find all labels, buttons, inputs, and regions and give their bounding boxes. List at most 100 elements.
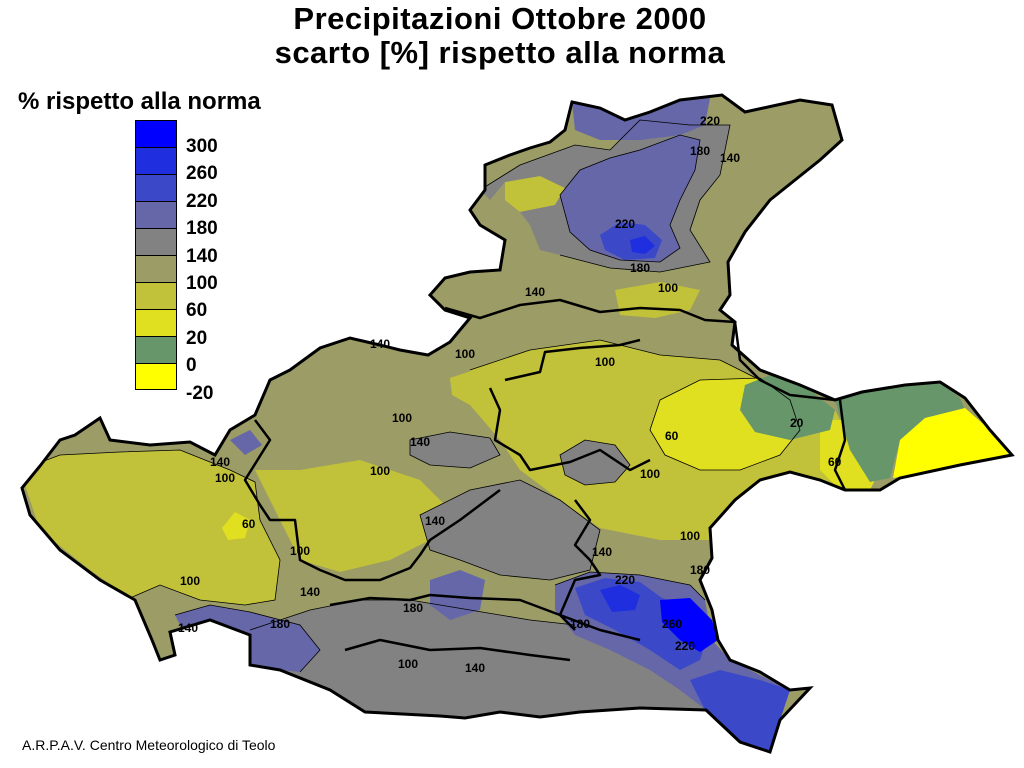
boundary-verona-vicenza	[243, 419, 501, 582]
legend-swatch	[135, 120, 177, 147]
contour-label: 100	[290, 544, 310, 558]
zone-260-north	[630, 236, 655, 254]
contour-label: 140	[720, 151, 740, 165]
contour-line	[419, 479, 601, 581]
contour-line	[469, 339, 761, 381]
credit-text: A.R.P.A.V. Centro Meteorologico di Teolo	[22, 737, 276, 753]
contour-label: 100	[398, 657, 418, 671]
zone-180-center	[430, 570, 485, 620]
contour-line	[554, 571, 706, 601]
contour-label: 180	[403, 601, 423, 615]
contour-label: 220	[615, 573, 635, 587]
contour-label: 100	[215, 471, 235, 485]
contour-label: 140	[425, 514, 445, 528]
contour-label: 180	[690, 144, 710, 158]
legend-label: 100	[186, 272, 218, 294]
contour-label: 140	[370, 337, 390, 351]
legend-swatch	[135, 336, 177, 363]
legend-label: 300	[186, 136, 218, 157]
zone-center-60-100	[255, 460, 450, 572]
zone-0-20-northeast	[835, 382, 965, 482]
contour-label: 180	[690, 563, 710, 577]
legend-swatch	[135, 363, 177, 390]
contour-label: 220	[615, 217, 635, 231]
legend-swatch	[135, 174, 177, 201]
contour-line	[409, 431, 501, 469]
contour-label: 180	[630, 261, 650, 275]
zone-belluno-60-100	[505, 176, 565, 212]
contour-label: 180	[570, 617, 590, 631]
legend-swatch	[135, 255, 177, 282]
contour-line	[249, 599, 576, 631]
zone-west-20-60	[222, 512, 250, 540]
legend-swatch	[135, 201, 177, 228]
contour-line	[479, 119, 731, 273]
contour-label: 220	[700, 114, 720, 128]
zone-180-vicenza-small	[230, 430, 262, 455]
contour-label: 140	[210, 455, 230, 469]
contour-label: 140	[465, 661, 485, 675]
zone-grey-vicenza	[410, 432, 500, 468]
zone-grey-padova	[560, 440, 630, 485]
map-title: Precipitazioni Ottobre 2000 scarto [%] r…	[0, 2, 1000, 70]
zone-west-60-100	[22, 450, 280, 605]
contour-line	[22, 449, 281, 606]
title-line-2: scarto [%] rispetto alla norma	[274, 35, 726, 70]
legend-swatch	[135, 309, 177, 336]
legend-swatch	[135, 147, 177, 174]
legend-label: 20	[186, 327, 208, 349]
contour-label: 60	[242, 517, 256, 531]
legend-label: 0	[186, 355, 197, 377]
legend-labels: 300 260 220 180 140 100 60 20 0 -20	[186, 133, 218, 407]
contour-label: 140	[410, 435, 430, 449]
legend-swatches	[135, 120, 177, 390]
contour-label: 140	[300, 585, 320, 599]
contour-label: 100	[370, 464, 390, 478]
legend-label: 180	[186, 218, 218, 240]
contour-label: 100	[180, 574, 200, 588]
contour-label: 100	[455, 347, 475, 361]
contour-label: 20	[790, 416, 804, 430]
zone-180-north	[560, 135, 700, 262]
boundary-belluno	[444, 298, 736, 324]
legend-title: % rispetto alla norma	[18, 88, 261, 115]
zone-0-20-east	[740, 375, 835, 440]
zone-300-coast	[660, 598, 718, 652]
title-line-1: Precipitazioni Ottobre 2000	[293, 1, 707, 36]
boundary-rovigo-south	[344, 638, 571, 662]
contour-lines	[22, 119, 801, 673]
zone-180-top	[572, 98, 710, 140]
boundary-vicenza-treviso	[504, 338, 641, 382]
contour-labels: 220 180 140 220 180 140 100 140 100 100 …	[178, 114, 842, 675]
contour-line	[174, 604, 321, 673]
zone-grey-south	[250, 600, 720, 717]
legend-swatch	[135, 228, 177, 255]
contour-label: 260	[662, 617, 682, 631]
legend-label: -20	[186, 382, 214, 404]
contour-line	[559, 439, 631, 486]
boundary-padova-venezia	[558, 499, 602, 631]
legend-swatch	[135, 282, 177, 309]
contour-label: 100	[680, 529, 700, 543]
boundary-vicenza-padova	[488, 387, 651, 472]
contour-line	[559, 134, 701, 263]
contour-label: 100	[640, 467, 660, 481]
boundary-rovigo	[329, 593, 641, 642]
contour-label: 100	[392, 411, 412, 425]
legend-label: 140	[186, 245, 218, 267]
contour-label: 60	[665, 429, 679, 443]
boundary-venezia-east	[833, 399, 847, 491]
contour-label: 100	[595, 355, 615, 369]
contour-label: 100	[658, 281, 678, 295]
contour-label: 140	[592, 545, 612, 559]
legend-label: 260	[186, 163, 218, 185]
contour-label: 180	[270, 617, 290, 631]
contour-label: 140	[525, 285, 545, 299]
contour-line	[649, 377, 801, 471]
zone-grey-center	[420, 480, 600, 580]
legend-label: 60	[186, 300, 208, 322]
contour-label: 220	[675, 639, 695, 653]
zone-220-coast	[690, 670, 790, 752]
legend-label: 220	[186, 190, 218, 212]
